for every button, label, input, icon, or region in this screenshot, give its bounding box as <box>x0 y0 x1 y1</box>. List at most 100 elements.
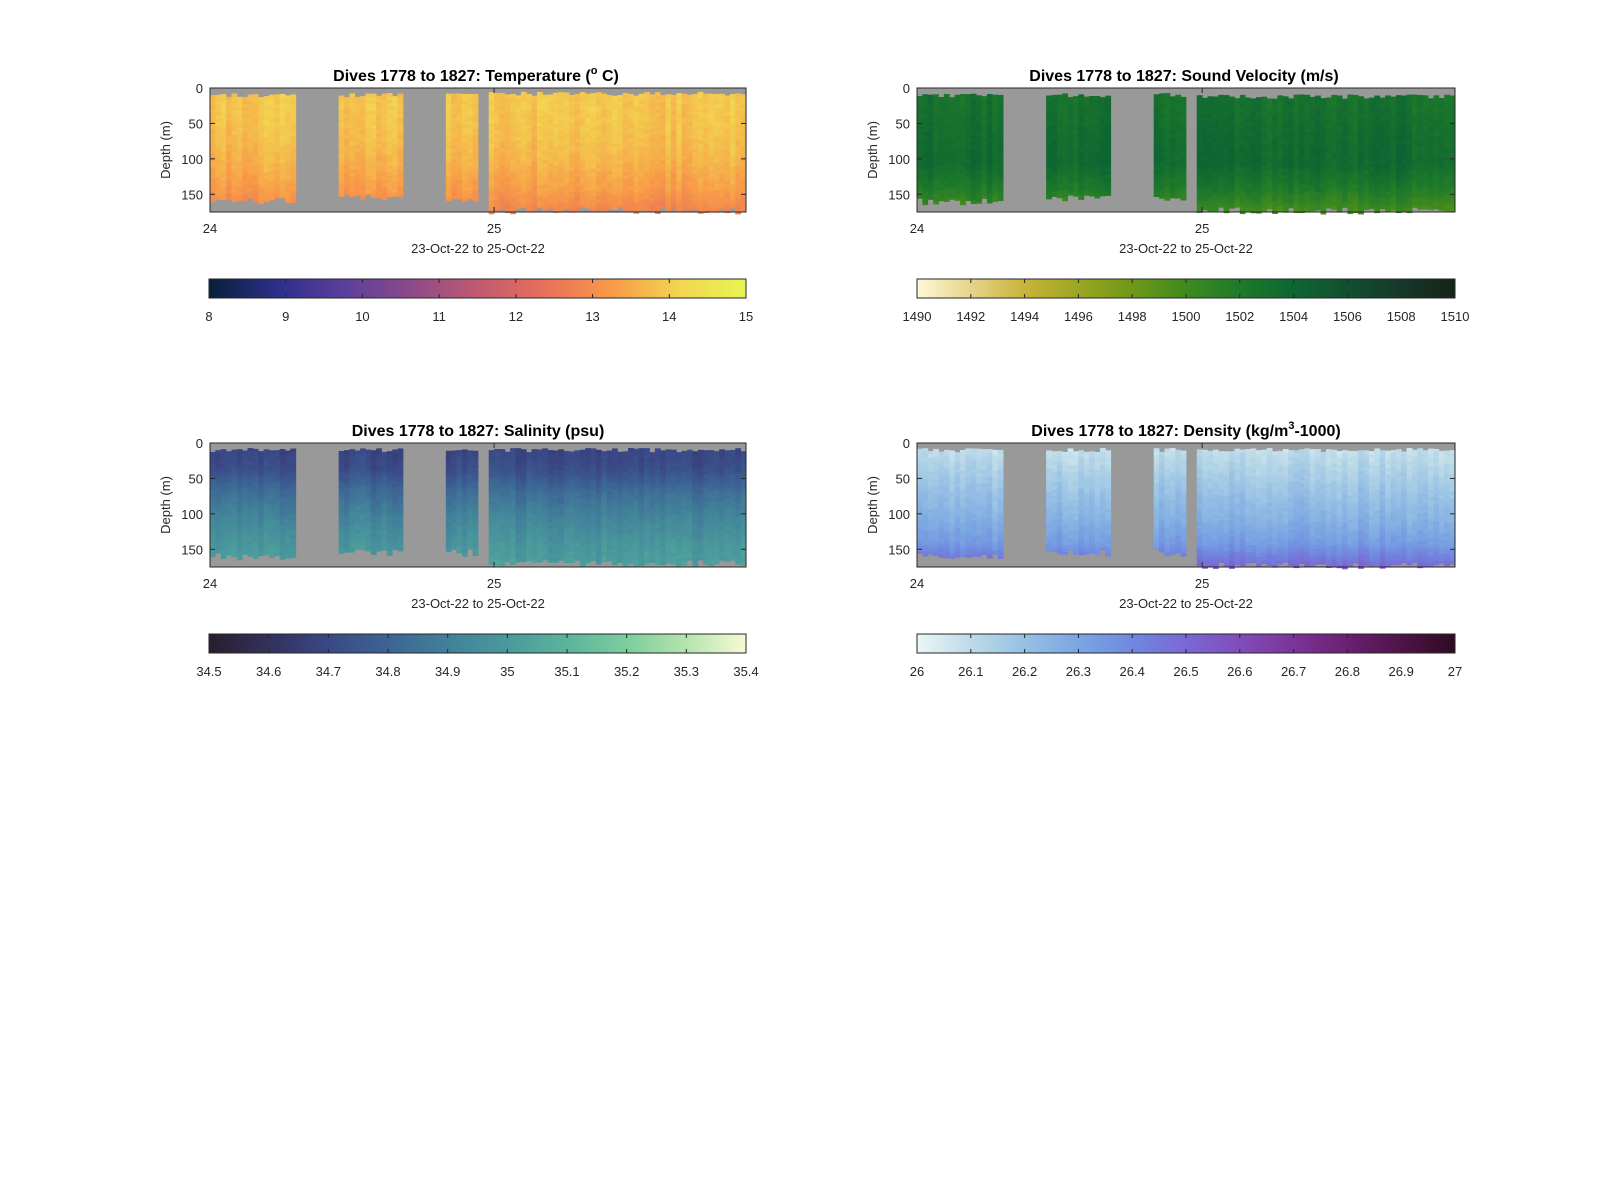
heatmap-cell <box>1250 205 1257 210</box>
heatmap-cell <box>392 127 398 131</box>
heatmap-cell <box>236 96 243 101</box>
heatmap-cell <box>258 114 264 119</box>
heatmap-cell <box>927 125 934 130</box>
heatmap-cell <box>1374 160 1381 165</box>
heatmap-cell <box>1315 192 1321 196</box>
heatmap-cell <box>1180 117 1187 122</box>
heatmap-cell <box>986 200 993 204</box>
heatmap-cell <box>510 173 516 178</box>
heatmap-cell <box>917 126 923 131</box>
heatmap-cell <box>601 134 608 139</box>
heatmap-cell <box>954 118 961 123</box>
heatmap-cell <box>1293 101 1300 106</box>
heatmap-cell <box>1056 177 1063 182</box>
heatmap-cell <box>290 183 297 188</box>
heatmap-cell <box>1169 165 1176 170</box>
heatmap-cell <box>676 151 683 156</box>
heatmap-cell <box>965 118 972 123</box>
heatmap-cell <box>1169 148 1176 152</box>
heatmap-cell <box>536 178 543 182</box>
heatmap-cell <box>1363 98 1370 103</box>
heatmap-cell <box>386 134 393 139</box>
heatmap-cell <box>1245 190 1251 195</box>
heatmap-cell <box>231 134 238 139</box>
heatmap-cell <box>1245 104 1251 109</box>
heatmap-cell <box>488 181 495 186</box>
heatmap-cell <box>456 148 463 153</box>
heatmap-cell <box>1099 179 1106 184</box>
heatmap-cell <box>536 198 543 203</box>
heatmap-cell <box>917 182 923 186</box>
heatmap-cell <box>274 159 281 164</box>
heatmap-cell <box>917 116 923 121</box>
heatmap-cell <box>467 180 474 185</box>
heatmap-cell <box>504 204 511 209</box>
heatmap-cell <box>1239 108 1246 113</box>
heatmap-cell <box>1342 115 1348 120</box>
heatmap-cell <box>344 183 350 188</box>
heatmap-cell <box>1245 111 1251 116</box>
heatmap-cell <box>220 149 227 154</box>
heatmap-cell <box>536 133 543 138</box>
heatmap-cell <box>724 112 731 117</box>
heatmap-cell <box>1288 129 1294 134</box>
heatmap-cell <box>713 128 720 133</box>
heatmap-cell <box>226 186 232 191</box>
heatmap-cell <box>445 96 452 101</box>
heatmap-cell <box>1272 143 1278 148</box>
heatmap-cell <box>606 146 613 151</box>
heatmap-cell <box>1347 97 1354 102</box>
heatmap-cell <box>268 180 275 185</box>
heatmap-cell <box>1315 112 1321 117</box>
heatmap-cell <box>1051 118 1058 123</box>
heatmap-cell <box>708 107 715 112</box>
heatmap-cell <box>268 118 275 123</box>
heatmap-cell <box>606 126 613 130</box>
heatmap-cell <box>1309 172 1316 177</box>
heatmap-cell <box>612 116 618 121</box>
heatmap-cell <box>1229 206 1235 209</box>
heatmap-cell <box>617 181 624 185</box>
heatmap-cell <box>569 191 575 196</box>
heatmap-cell <box>1336 143 1343 148</box>
heatmap-cell <box>531 95 538 100</box>
heatmap-cell <box>735 155 742 160</box>
heatmap-cell <box>1347 149 1354 154</box>
heatmap-cell <box>606 136 613 141</box>
heatmap-cell <box>595 198 602 203</box>
heatmap-cell <box>1218 198 1225 202</box>
heatmap-cell <box>1229 196 1235 201</box>
heatmap-cell <box>376 95 382 100</box>
heatmap-cell <box>665 128 672 133</box>
heatmap-cell <box>344 128 350 132</box>
heatmap-cell <box>386 189 393 194</box>
heatmap-cell <box>713 131 720 136</box>
heatmap-cell <box>365 193 372 195</box>
heatmap-cell <box>665 207 672 212</box>
heatmap-cell <box>954 146 961 151</box>
heatmap-cell <box>215 170 222 175</box>
heatmap-cell <box>467 131 474 136</box>
heatmap-cell <box>1105 171 1112 176</box>
heatmap-cell <box>220 104 227 109</box>
heatmap-cell <box>1202 156 1208 161</box>
heatmap-cell <box>660 160 666 165</box>
heatmap-cell <box>917 188 923 193</box>
heatmap-cell <box>729 162 736 167</box>
heatmap-cell <box>386 196 393 198</box>
heatmap-cell <box>1309 183 1316 187</box>
heatmap-cell <box>231 138 238 143</box>
heatmap-cell <box>1352 122 1359 127</box>
heatmap-cell <box>553 154 559 159</box>
heatmap-cell <box>1196 181 1203 186</box>
heatmap-cell <box>354 96 361 101</box>
heatmap-cell <box>258 135 264 139</box>
heatmap-cell <box>724 136 731 141</box>
heatmap-cell <box>1212 137 1219 142</box>
heatmap-cell <box>965 194 972 198</box>
heatmap-cell <box>344 100 350 105</box>
heatmap-cell <box>494 148 500 153</box>
heatmap-cell <box>579 181 586 186</box>
heatmap-cell <box>1159 93 1165 98</box>
